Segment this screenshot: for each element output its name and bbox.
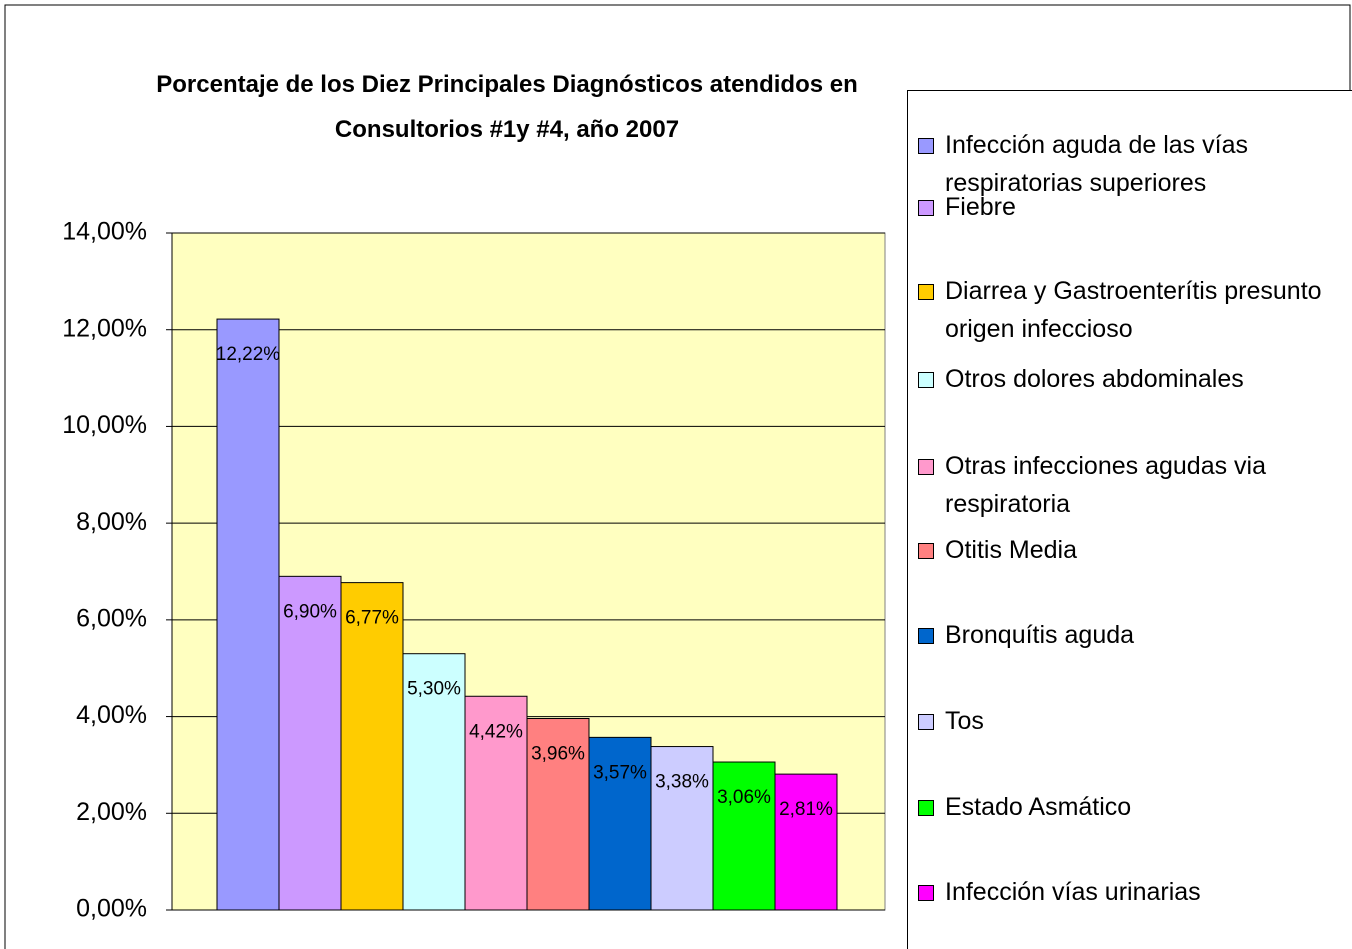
data-label: 2,81%	[779, 799, 833, 820]
legend-label: Otras infecciones agudas via respiratori…	[945, 452, 1267, 518]
bar	[402, 653, 466, 911]
legend-label: Diarrea y Gastroenterítis presunto orige…	[945, 277, 1322, 343]
y-tick-label: 10,00%	[62, 411, 147, 439]
legend-swatch	[918, 459, 934, 475]
legend-item: Bronquítis aguda	[918, 616, 1338, 654]
data-label: 6,90%	[283, 601, 337, 622]
y-tick-label: 14,00%	[62, 218, 147, 246]
bar	[712, 761, 776, 911]
y-tick-label: 4,00%	[76, 701, 147, 729]
legend-label: Bronquítis aguda	[945, 621, 1135, 649]
bar	[340, 582, 404, 911]
bar	[278, 575, 342, 911]
legend-item: Otras infecciones agudas via respiratori…	[918, 447, 1338, 523]
bar	[774, 773, 838, 911]
legend-label: Otros dolores abdominales	[945, 365, 1244, 393]
bar	[588, 736, 652, 911]
chart-title: Porcentaje de los Diez Principales Diagn…	[156, 71, 858, 143]
legend-item: Estado Asmático	[918, 788, 1338, 826]
legend-label: Infección aguda de las vías respiratoria…	[945, 131, 1248, 197]
legend-swatch	[918, 628, 934, 644]
legend-label: Otitis Media	[945, 536, 1077, 564]
legend-label: Estado Asmático	[945, 793, 1132, 821]
data-label: 4,42%	[469, 721, 523, 742]
data-label: 3,38%	[655, 772, 709, 793]
legend-item: Otros dolores abdominales	[918, 360, 1338, 398]
legend-swatch	[918, 284, 934, 300]
legend-swatch	[918, 200, 934, 216]
data-label: 6,77%	[345, 608, 399, 629]
legend-swatch	[918, 885, 934, 901]
legend-swatch	[918, 543, 934, 559]
data-label: 5,30%	[407, 679, 461, 700]
y-tick-label: 0,00%	[76, 895, 147, 923]
legend-item: Infección vías urinarias	[918, 873, 1338, 911]
data-label: 12,22%	[216, 344, 281, 365]
y-tick-label: 6,00%	[76, 604, 147, 632]
legend-swatch	[918, 372, 934, 388]
y-tick-label: 2,00%	[76, 798, 147, 826]
legend-swatch	[918, 138, 934, 154]
legend-item: Diarrea y Gastroenterítis presunto orige…	[918, 272, 1338, 348]
legend-swatch	[918, 714, 934, 730]
y-tick-label: 12,00%	[62, 314, 147, 342]
legend-item: Tos	[918, 702, 1338, 740]
legend-item: Fiebre	[918, 188, 1338, 226]
legend-label: Infección vías urinarias	[945, 878, 1201, 906]
legend-item: Otitis Media	[918, 531, 1338, 569]
legend-swatch	[918, 800, 934, 816]
legend-label: Tos	[945, 707, 984, 735]
legend-label: Fiebre	[945, 193, 1016, 221]
data-label: 3,57%	[593, 762, 647, 783]
data-label: 3,96%	[531, 744, 585, 765]
legend: Infección aguda de las vías respiratoria…	[907, 90, 1352, 949]
legend-item: Infección aguda de las vías respiratoria…	[918, 126, 1338, 202]
bar	[216, 318, 280, 911]
bar	[526, 718, 590, 911]
data-label: 3,06%	[717, 787, 771, 808]
y-tick-label: 8,00%	[76, 508, 147, 536]
